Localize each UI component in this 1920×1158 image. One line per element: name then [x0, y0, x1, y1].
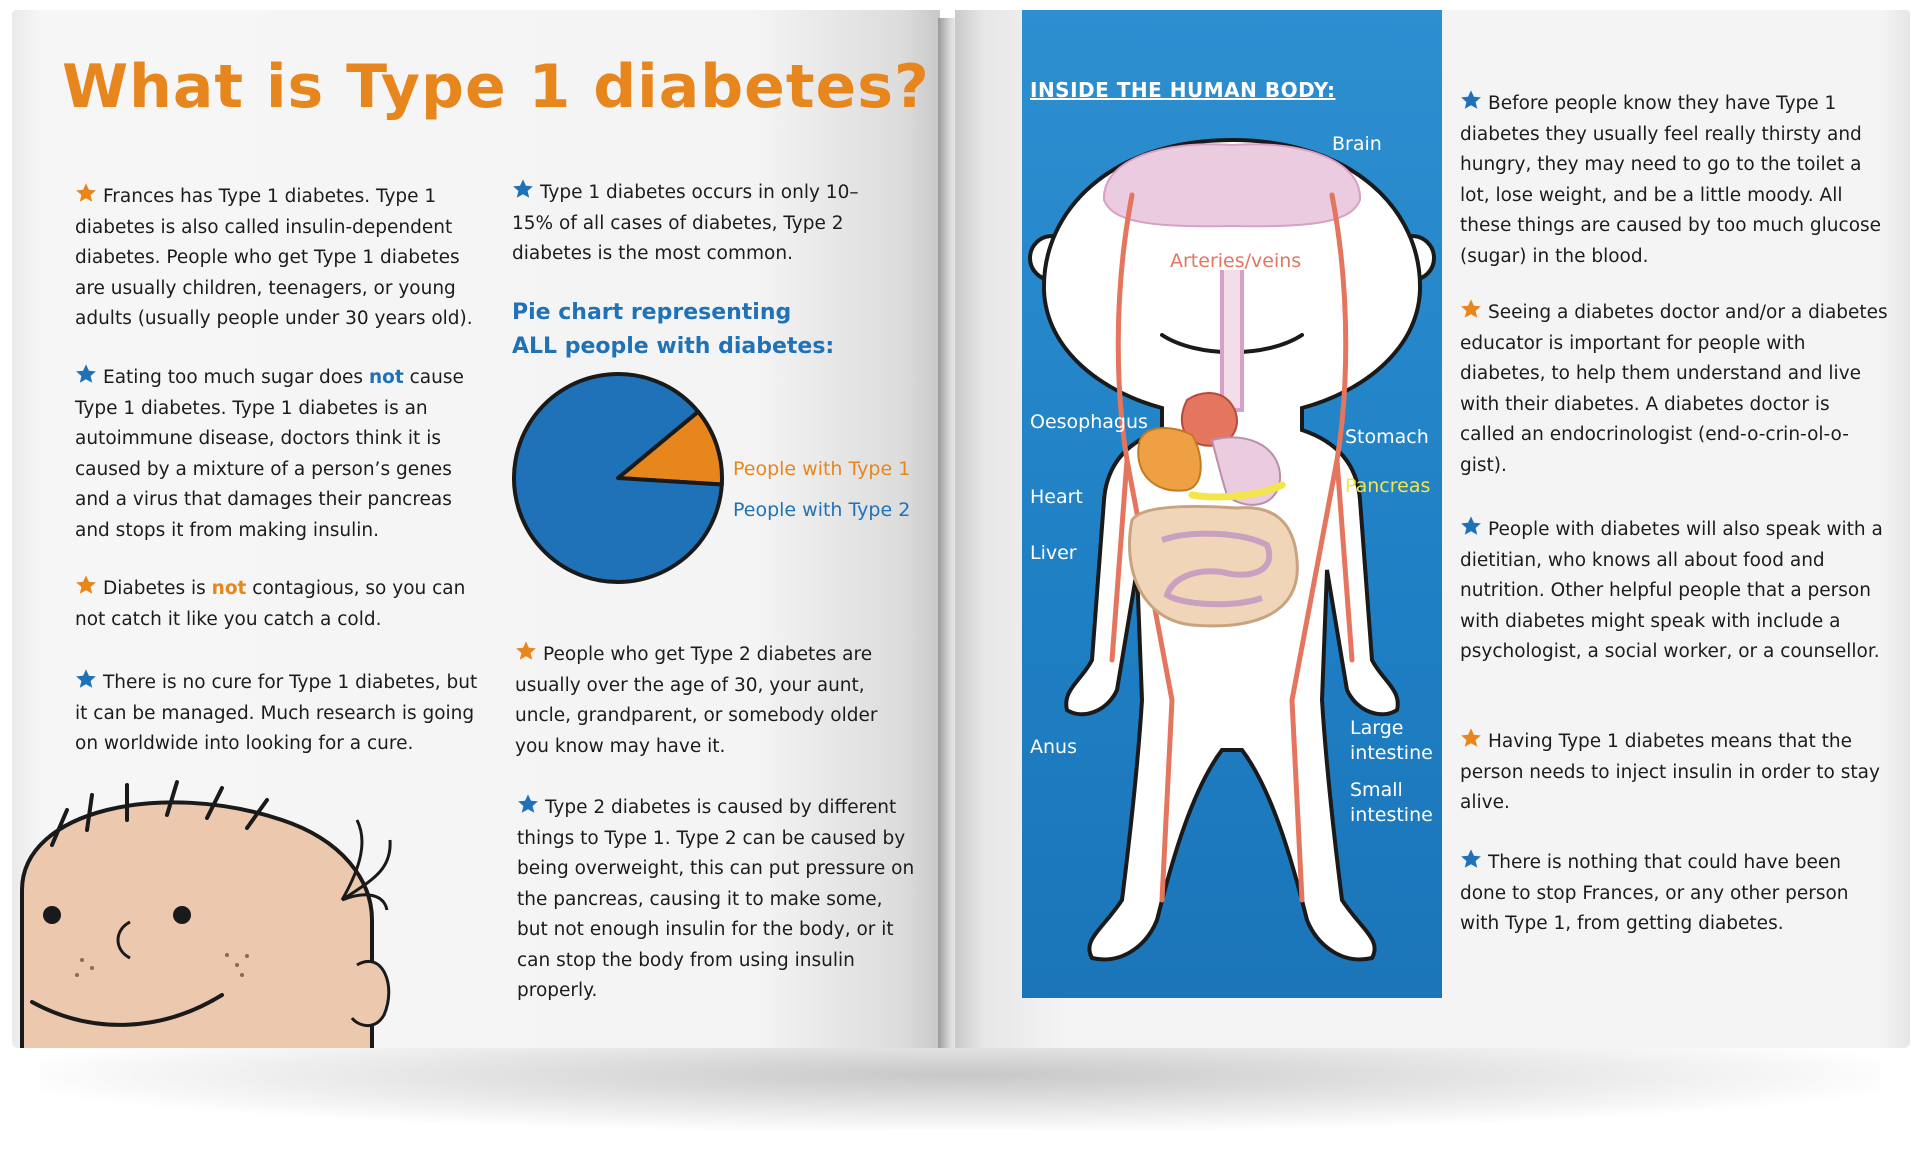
paragraph-nothing-done: There is nothing that could have been do…	[1460, 848, 1890, 940]
human-body-illustration	[1022, 100, 1442, 970]
paragraph-type2-cause: Type 2 diabetes is caused by different t…	[517, 793, 917, 1007]
star-icon	[515, 640, 537, 662]
paragraph-frances: Frances has Type 1 diabetes. Type 1 diab…	[75, 182, 475, 335]
label-oesophagus: Oesophagus	[1030, 411, 1148, 433]
star-icon	[1460, 89, 1482, 111]
paragraph-insulin: Having Type 1 diabetes means that the pe…	[1460, 727, 1890, 819]
star-icon	[512, 178, 534, 200]
star-icon	[1460, 727, 1482, 749]
panel-heading: INSIDE THE HUMAN BODY:	[1030, 78, 1336, 102]
paragraph-symptoms: Before people know they have Type 1 diab…	[1460, 89, 1890, 272]
pie-slice-1	[616, 409, 724, 487]
star-icon	[1460, 298, 1482, 320]
star-icon	[1460, 515, 1482, 537]
label-pancreas: Pancreas	[1345, 475, 1431, 497]
star-icon	[517, 793, 539, 815]
paragraph-contagious: Diabetes is not contagious, so you can n…	[75, 574, 475, 635]
paragraph-type1-percent: Type 1 diabetes occurs in only 10–15% of…	[512, 178, 892, 270]
star-icon	[75, 668, 97, 690]
book-gutter	[938, 18, 958, 1048]
label-heart: Heart	[1030, 486, 1083, 508]
star-icon	[75, 574, 97, 596]
legend-type2: People with Type 2	[733, 499, 911, 521]
pie-chart-title: Pie chart representing ALL people with d…	[512, 300, 835, 359]
label-small-intestine: Small intestine	[1350, 779, 1433, 826]
paragraph-type2-age: People who get Type 2 diabetes are usual…	[515, 640, 900, 762]
paragraph-dietitian: People with diabetes will also speak wit…	[1460, 515, 1890, 668]
child-face-illustration	[12, 770, 392, 1048]
paragraph-no-cure: There is no cure for Type 1 diabetes, bu…	[75, 668, 495, 760]
pie-chart	[508, 368, 728, 588]
legend-type1: People with Type 1	[733, 458, 911, 480]
label-anus: Anus	[1030, 736, 1077, 758]
paragraph-sugar: Eating too much sugar does not cause Typ…	[75, 363, 485, 546]
label-brain: Brain	[1332, 133, 1382, 155]
star-icon	[75, 182, 97, 204]
label-stomach: Stomach	[1345, 426, 1429, 448]
pie-slice-2	[512, 372, 724, 584]
left-page	[12, 10, 940, 1048]
paragraph-doctor: Seeing a diabetes doctor and/or a diabet…	[1460, 298, 1890, 481]
label-large-intestine: Large intestine	[1350, 717, 1433, 764]
page-title: What is Type 1 diabetes?	[62, 52, 930, 122]
star-icon	[75, 363, 97, 385]
star-icon	[1460, 848, 1482, 870]
label-liver: Liver	[1030, 542, 1077, 564]
label-arteries: Arteries/veins	[1170, 250, 1302, 272]
